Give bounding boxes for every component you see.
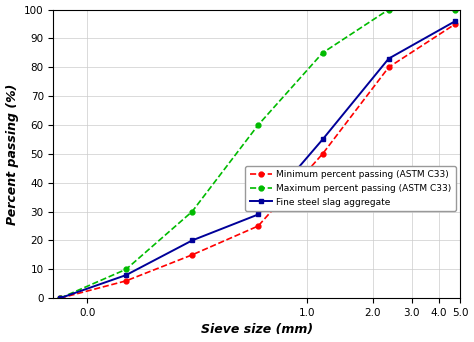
Minimum percent passing (ASTM C33) — [189, 253, 195, 257]
Minimum percent passing (ASTM C33) — [57, 296, 63, 300]
Line: Fine steel slag aggregate: Fine steel slag aggregate — [58, 19, 458, 301]
Fine steel slag aggregate — [123, 273, 129, 277]
Fine steel slag aggregate — [453, 19, 458, 23]
Maximum percent passing (ASTM C33) — [189, 210, 195, 214]
Minimum percent passing (ASTM C33) — [123, 279, 129, 283]
Maximum percent passing (ASTM C33) — [386, 8, 392, 12]
Fine steel slag aggregate — [57, 296, 63, 300]
Fine steel slag aggregate — [320, 137, 326, 142]
Maximum percent passing (ASTM C33) — [320, 51, 326, 55]
Line: Minimum percent passing (ASTM C33): Minimum percent passing (ASTM C33) — [58, 22, 458, 301]
Maximum percent passing (ASTM C33) — [123, 267, 129, 271]
Minimum percent passing (ASTM C33) — [320, 152, 326, 156]
Legend: Minimum percent passing (ASTM C33), Maximum percent passing (ASTM C33), Fine ste: Minimum percent passing (ASTM C33), Maxi… — [245, 166, 456, 211]
Fine steel slag aggregate — [386, 56, 392, 61]
Maximum percent passing (ASTM C33) — [57, 296, 63, 300]
Y-axis label: Percent passing (%): Percent passing (%) — [6, 83, 18, 225]
X-axis label: Sieve size (mm): Sieve size (mm) — [201, 324, 313, 337]
Fine steel slag aggregate — [189, 238, 195, 242]
Maximum percent passing (ASTM C33) — [255, 123, 261, 127]
Fine steel slag aggregate — [255, 212, 261, 216]
Maximum percent passing (ASTM C33) — [453, 8, 458, 12]
Minimum percent passing (ASTM C33) — [255, 224, 261, 228]
Line: Maximum percent passing (ASTM C33): Maximum percent passing (ASTM C33) — [58, 7, 458, 301]
Minimum percent passing (ASTM C33) — [453, 22, 458, 26]
Minimum percent passing (ASTM C33) — [386, 65, 392, 69]
